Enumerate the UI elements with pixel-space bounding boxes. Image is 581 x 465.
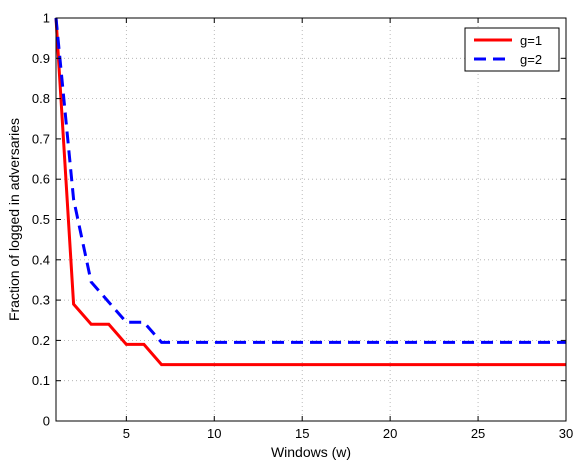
legend-label: g=1 xyxy=(520,33,542,48)
x-tick-label: 20 xyxy=(383,426,397,441)
y-tick-label: 0.9 xyxy=(32,51,50,66)
y-tick-label: 0.2 xyxy=(32,333,50,348)
y-tick-label: 0 xyxy=(43,414,50,429)
x-tick-label: 10 xyxy=(207,426,221,441)
y-tick-label: 0.4 xyxy=(32,252,50,267)
x-axis-title: Windows (w) xyxy=(271,444,351,460)
series-layer xyxy=(54,17,566,367)
legend-box xyxy=(464,27,560,72)
y-axis-title: Fraction of logged in adversaries xyxy=(6,118,22,321)
y-tick-label: 0.6 xyxy=(32,172,50,187)
x-tick-label: 30 xyxy=(559,426,573,441)
y-tick-label: 1 xyxy=(43,11,50,26)
axis-ticks xyxy=(56,17,567,422)
axis-tick-labels: 00.10.20.30.40.50.60.70.80.915 10 15 20 25 30 xyxy=(32,11,573,442)
x-tick-label: 5 xyxy=(123,426,130,441)
series-line-g=2 xyxy=(54,17,566,344)
y-tick-label: 0.5 xyxy=(32,212,50,227)
y-tick-label: 0.8 xyxy=(32,91,50,106)
x-tick-label: 15 xyxy=(295,426,309,441)
legend: g=1g=2 xyxy=(464,27,560,72)
y-tick-label: 0.7 xyxy=(32,131,50,146)
y-tick-label: 0.3 xyxy=(32,293,50,308)
legend-label: g=2 xyxy=(520,52,542,67)
x-tick-label: 25 xyxy=(471,426,485,441)
y-tick-label: 0.1 xyxy=(32,373,50,388)
series-line-g=1 xyxy=(54,17,566,367)
